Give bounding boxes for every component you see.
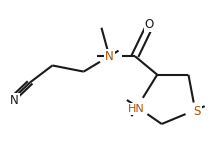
Text: HN: HN bbox=[128, 104, 145, 114]
Text: O: O bbox=[145, 18, 154, 31]
Text: S: S bbox=[194, 105, 201, 118]
Text: N: N bbox=[105, 50, 114, 63]
Text: N: N bbox=[10, 94, 19, 107]
